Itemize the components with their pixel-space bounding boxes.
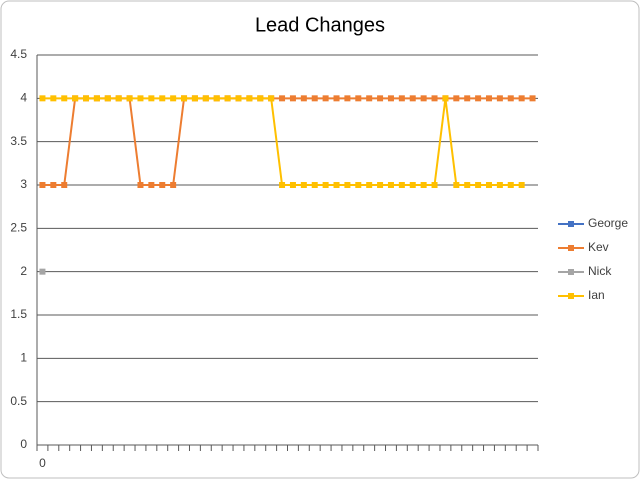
marker bbox=[137, 182, 144, 188]
marker bbox=[475, 95, 482, 102]
y-tick-label: 1.5 bbox=[10, 307, 27, 321]
marker bbox=[420, 95, 427, 102]
marker bbox=[268, 95, 275, 102]
marker bbox=[61, 95, 68, 102]
y-tick-label: 1 bbox=[20, 351, 27, 365]
marker bbox=[442, 95, 449, 102]
marker bbox=[279, 182, 286, 188]
marker bbox=[126, 95, 133, 102]
marker bbox=[355, 182, 362, 188]
marker bbox=[366, 182, 373, 188]
marker bbox=[344, 182, 351, 188]
y-tick-label: 0 bbox=[20, 437, 27, 451]
marker bbox=[409, 95, 416, 102]
marker bbox=[202, 95, 209, 102]
x-tick-label: 0 bbox=[39, 456, 46, 470]
marker bbox=[387, 95, 394, 102]
legend-marker bbox=[568, 245, 574, 251]
marker bbox=[453, 182, 460, 188]
marker bbox=[377, 95, 384, 102]
marker bbox=[322, 95, 329, 102]
marker bbox=[50, 95, 57, 102]
marker bbox=[39, 182, 46, 188]
legend-label: Kev bbox=[588, 240, 609, 254]
marker bbox=[72, 95, 79, 102]
marker bbox=[464, 182, 471, 188]
legend-marker bbox=[568, 269, 574, 275]
marker bbox=[366, 95, 373, 102]
marker bbox=[170, 182, 177, 188]
marker bbox=[224, 95, 231, 102]
marker bbox=[507, 182, 514, 188]
y-tick-label: 0.5 bbox=[10, 394, 27, 408]
legend-label: Nick bbox=[588, 264, 612, 278]
marker bbox=[311, 95, 318, 102]
marker bbox=[398, 95, 405, 102]
marker bbox=[496, 182, 503, 188]
marker bbox=[431, 182, 438, 188]
marker bbox=[213, 95, 220, 102]
marker bbox=[191, 95, 198, 102]
marker bbox=[181, 95, 188, 102]
marker bbox=[409, 182, 416, 188]
legend-marker bbox=[568, 293, 574, 299]
marker bbox=[333, 95, 340, 102]
marker bbox=[104, 95, 111, 102]
marker bbox=[453, 95, 460, 102]
marker bbox=[387, 182, 394, 188]
y-tick-label: 3.5 bbox=[10, 134, 27, 148]
marker bbox=[39, 95, 46, 102]
marker bbox=[170, 95, 177, 102]
marker bbox=[235, 95, 242, 102]
marker bbox=[39, 268, 46, 275]
marker bbox=[159, 182, 166, 188]
marker bbox=[398, 182, 405, 188]
marker bbox=[485, 95, 492, 102]
marker bbox=[61, 182, 68, 188]
marker bbox=[377, 182, 384, 188]
y-tick-label: 2.5 bbox=[10, 221, 27, 235]
marker bbox=[518, 182, 525, 188]
y-tick-label: 4.5 bbox=[10, 47, 27, 61]
marker bbox=[93, 95, 100, 102]
legend-marker bbox=[568, 221, 574, 227]
marker bbox=[289, 95, 296, 102]
marker bbox=[159, 95, 166, 102]
chart-title: Lead Changes bbox=[255, 14, 385, 36]
marker bbox=[431, 95, 438, 102]
marker bbox=[137, 95, 144, 102]
marker bbox=[148, 182, 155, 188]
marker bbox=[344, 95, 351, 102]
y-tick-label: 2 bbox=[20, 264, 27, 278]
marker bbox=[333, 182, 340, 188]
legend-label: Ian bbox=[588, 288, 605, 302]
legend-label: George bbox=[588, 216, 628, 230]
marker bbox=[322, 182, 329, 188]
marker bbox=[485, 182, 492, 188]
marker bbox=[50, 182, 57, 188]
marker bbox=[355, 95, 362, 102]
y-tick-label: 4 bbox=[20, 91, 27, 105]
marker bbox=[507, 95, 514, 102]
marker bbox=[311, 182, 318, 188]
marker bbox=[246, 95, 253, 102]
marker bbox=[518, 95, 525, 102]
marker bbox=[83, 95, 90, 102]
marker bbox=[115, 95, 122, 102]
marker bbox=[496, 95, 503, 102]
marker bbox=[464, 95, 471, 102]
marker bbox=[420, 182, 427, 188]
marker bbox=[148, 95, 155, 102]
marker bbox=[300, 95, 307, 102]
marker bbox=[475, 182, 482, 188]
marker bbox=[300, 182, 307, 188]
marker bbox=[279, 95, 286, 102]
marker bbox=[529, 95, 536, 102]
marker bbox=[289, 182, 296, 188]
marker bbox=[257, 95, 264, 102]
y-tick-label: 3 bbox=[20, 177, 27, 191]
